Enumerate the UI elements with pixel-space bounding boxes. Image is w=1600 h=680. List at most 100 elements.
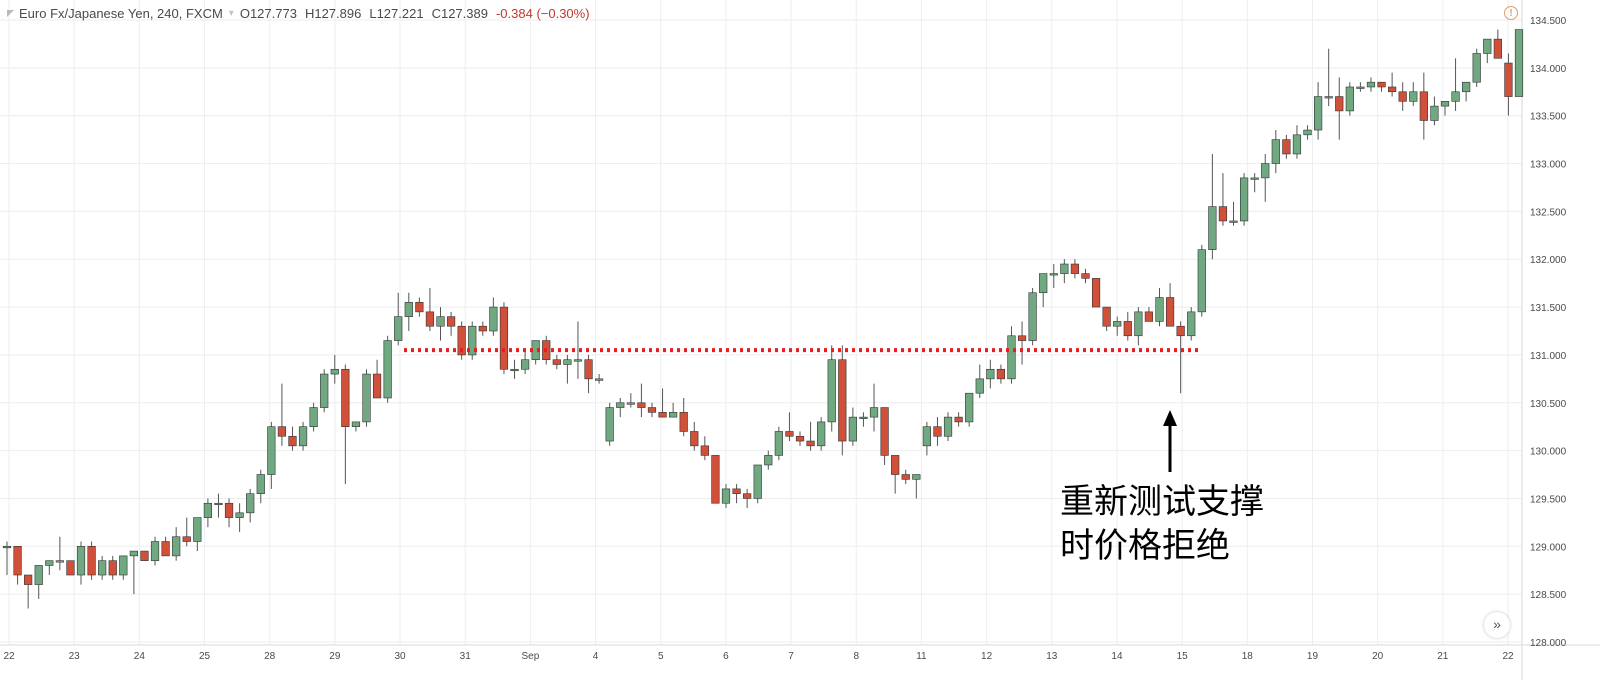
x-tick-label: 29: [329, 651, 341, 662]
candle-body: [869, 407, 879, 418]
candle-down: [838, 345, 847, 456]
candle-up: [827, 345, 836, 432]
x-tick-label: 6: [723, 651, 729, 662]
candle-down: [1398, 82, 1407, 111]
candle-up: [510, 359, 519, 379]
candle-up: [1271, 130, 1280, 174]
candle-up: [362, 369, 371, 427]
candle-body: [1504, 62, 1513, 97]
candle-body: [595, 378, 604, 381]
candle-up: [172, 527, 181, 561]
candle-down: [1419, 72, 1428, 140]
candle-body: [203, 502, 213, 518]
candle-body: [425, 311, 435, 327]
candle-body: [573, 359, 583, 362]
candle-down: [1070, 259, 1080, 279]
candle-down: [1377, 81, 1386, 92]
x-tick-label: 13: [1046, 651, 1058, 662]
candle-down: [341, 364, 350, 485]
candle-body: [309, 407, 318, 427]
candle-body: [1345, 86, 1354, 112]
candle-body: [1324, 96, 1333, 99]
candle-up: [975, 364, 984, 398]
candle-body: [1049, 273, 1058, 276]
candle-body: [721, 488, 731, 504]
candle-body: [1229, 220, 1238, 223]
candle-down: [24, 574, 33, 609]
candle-body: [880, 407, 889, 456]
candle-body: [732, 488, 741, 494]
candle-down: [690, 421, 699, 451]
chart-grid: [0, 0, 1522, 645]
x-tick-label: 22: [1502, 651, 1514, 662]
candle-body: [690, 431, 699, 447]
candle-body: [129, 550, 138, 557]
candle-up: [1250, 173, 1259, 193]
candle-down: [140, 550, 149, 561]
scroll-to-latest-icon[interactable]: »: [1484, 612, 1510, 638]
candle-body: [817, 421, 826, 447]
y-tick-label: 128.500: [1530, 590, 1567, 601]
candle-down: [795, 431, 805, 446]
candle-body: [436, 316, 445, 327]
candle-body: [1187, 311, 1196, 337]
candle-down: [1144, 307, 1154, 322]
candle-body: [457, 325, 466, 356]
x-tick-label: 31: [460, 651, 472, 662]
candle-up: [1409, 82, 1418, 107]
candle-body: [55, 560, 64, 563]
candle-body: [1017, 335, 1027, 341]
candle-down: [1493, 29, 1502, 59]
candle-body: [415, 301, 424, 313]
candle-up: [34, 565, 43, 599]
candle-down: [277, 383, 287, 446]
candle-body: [1493, 38, 1502, 59]
candle-down: [679, 397, 688, 437]
symbol-title[interactable]: Euro Fx/Japanese Yen, 240, FXCM: [19, 5, 223, 21]
candle-up: [774, 426, 783, 461]
candle-body: [1176, 325, 1185, 337]
candle-body: [267, 426, 276, 475]
candle-down: [1123, 311, 1132, 341]
candle-body: [1451, 91, 1460, 102]
candle-up: [1356, 82, 1365, 92]
candle-body: [13, 546, 22, 576]
candle-body: [1409, 91, 1418, 102]
candle-body: [1282, 139, 1291, 155]
candle-body: [1292, 134, 1302, 155]
candle-up: [320, 369, 329, 413]
candle-up: [1324, 48, 1333, 107]
candle-body: [827, 359, 836, 423]
candle-up: [1007, 326, 1016, 384]
candle-down: [647, 402, 657, 418]
candle-up: [1303, 125, 1312, 140]
candle-up: [1155, 287, 1164, 327]
close-value: C127.389: [431, 5, 488, 21]
candle-body: [1197, 249, 1206, 313]
collapse-icon[interactable]: [6, 9, 15, 18]
candle-body: [172, 536, 181, 557]
candle-up: [616, 397, 625, 418]
candle-up: [1292, 125, 1302, 159]
candle-down: [1176, 321, 1185, 394]
candle-body: [774, 431, 783, 456]
candle-body: [1462, 81, 1471, 93]
candle-body: [626, 402, 635, 405]
candle-body: [1039, 273, 1048, 294]
candle-down: [806, 421, 815, 451]
candle-body: [965, 392, 974, 423]
candle-up: [330, 354, 339, 384]
candle-body: [743, 493, 752, 499]
candle-body: [647, 407, 657, 413]
candle-body: [76, 546, 86, 576]
candle-down: [13, 546, 22, 585]
candle-body: [795, 435, 805, 442]
dropdown-caret-icon[interactable]: ▾: [228, 7, 234, 19]
alert-icon[interactable]: !: [1504, 6, 1518, 20]
candle-up: [1483, 38, 1492, 64]
candle-body: [552, 359, 561, 365]
candle-down: [1388, 72, 1397, 97]
x-tick-label: 22: [3, 651, 15, 662]
candle-body: [859, 416, 868, 419]
